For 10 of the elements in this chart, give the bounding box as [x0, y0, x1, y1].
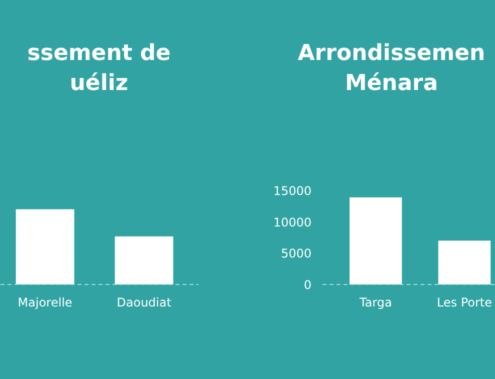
x-tick-label: Daoudiat [116, 296, 172, 310]
y-tick-label: 10000 [273, 215, 312, 230]
x-tick-label: Les Porte [436, 296, 492, 310]
y-tick-label: 15000 [273, 184, 312, 198]
y-tick-label: 5000 [280, 246, 312, 261]
x-tick-label: Targa [358, 296, 392, 310]
y-tick-label: 0 [304, 278, 312, 292]
x-tick-label: Majorelle [18, 296, 72, 310]
chart-title: Arrondissemen Ménara [298, 40, 486, 98]
chart-title: ssement de uéliz [27, 40, 171, 98]
